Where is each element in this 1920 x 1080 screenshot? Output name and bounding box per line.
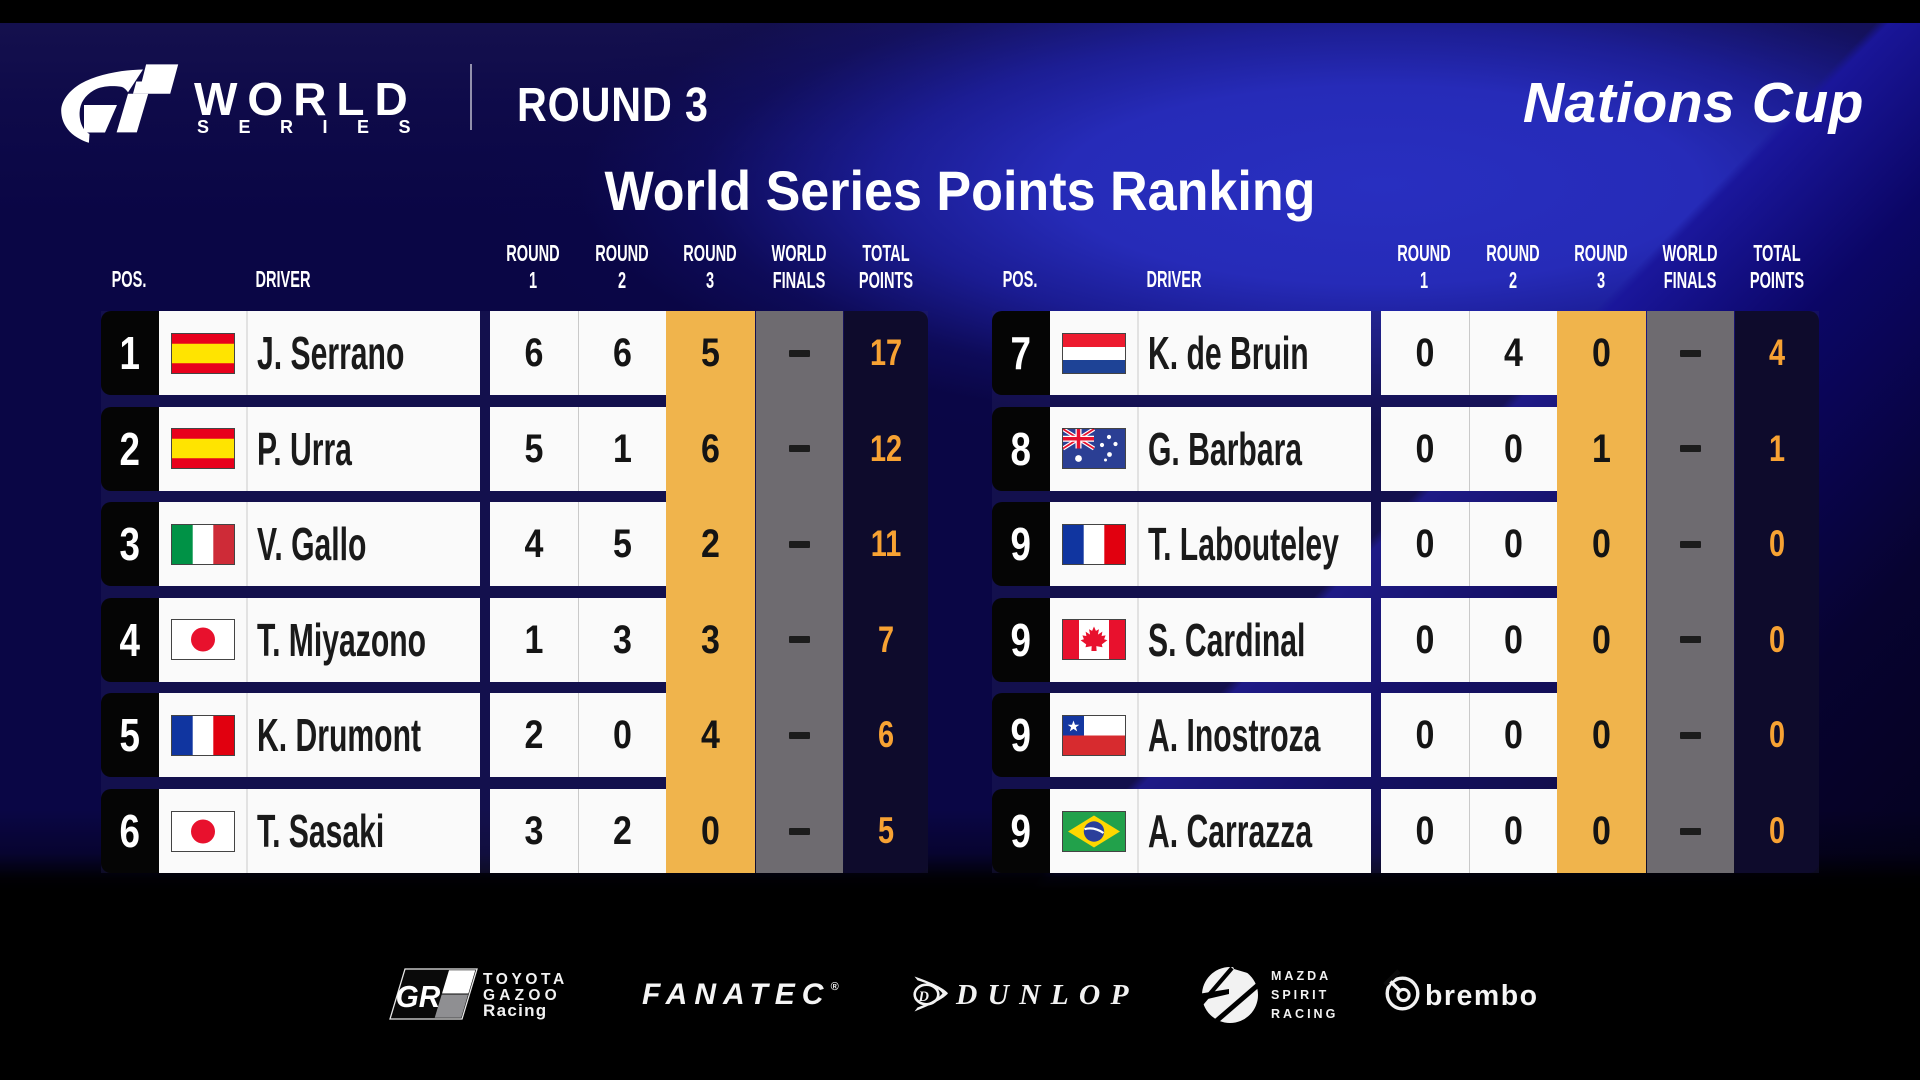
- svg-text:SERIES: SERIES: [197, 117, 440, 137]
- svg-text:brembo: brembo: [1425, 980, 1539, 1012]
- svg-text:SPIRIT: SPIRIT: [1271, 988, 1329, 1002]
- svg-text:MAZDA: MAZDA: [1271, 969, 1331, 983]
- svg-text:DUNLOP: DUNLOP: [955, 979, 1139, 1011]
- svg-text:D: D: [918, 989, 930, 1005]
- svg-text:WORLD: WORLD: [194, 73, 418, 125]
- svg-text:GAZOO: GAZOO: [483, 987, 561, 1004]
- svg-text:GR: GR: [396, 979, 441, 1014]
- svg-text:TOYOTA: TOYOTA: [483, 971, 568, 988]
- svg-text:RACING: RACING: [1271, 1007, 1338, 1021]
- svg-text:Racing: Racing: [483, 1001, 547, 1020]
